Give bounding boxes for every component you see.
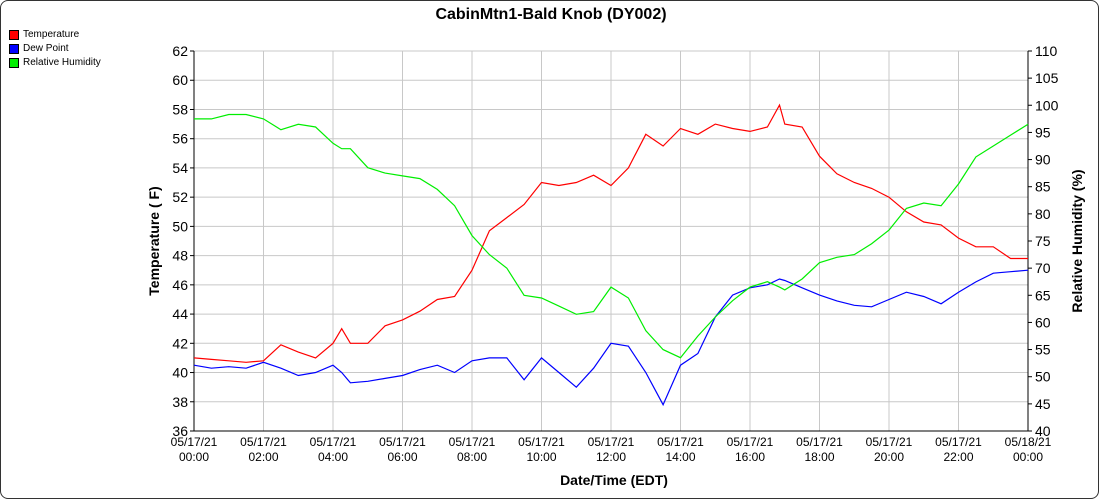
y-tick-label: 62 [172, 43, 188, 59]
y-tick-label: 46 [172, 277, 188, 293]
legend-label: Relative Humidity [23, 57, 101, 68]
x-tick-label-time: 00:00 [1013, 450, 1043, 464]
x-tick-label-date: 05/17/21 [449, 435, 496, 449]
y2-axis-label: Relative Humidity (%) [1069, 169, 1085, 312]
y-tick-label: 36 [172, 423, 188, 439]
y-tick-label: 44 [172, 306, 188, 322]
x-tick-label-date: 05/17/21 [310, 435, 357, 449]
series-line-relative-humidity [194, 113, 1029, 359]
legend-swatch [9, 43, 19, 54]
x-tick-label-date: 05/17/21 [866, 435, 913, 449]
x-tick-label-time: 08:00 [457, 450, 487, 464]
y-tick-label: 48 [172, 248, 188, 264]
legend-swatch [9, 57, 19, 68]
x-axis-label: Date/Time (EDT) [560, 472, 668, 488]
x-tick-label-time: 10:00 [526, 450, 556, 464]
y2-tick-label: 80 [1035, 206, 1051, 222]
y2-tick-label: 45 [1035, 396, 1051, 412]
x-tick-label-date: 05/17/21 [657, 435, 704, 449]
y2-tick-label: 100 [1035, 97, 1059, 113]
series-line-dew-point [193, 269, 1029, 407]
y-tick-label: 50 [172, 218, 188, 234]
x-tick-label-time: 04:00 [318, 450, 348, 464]
y-tick-label: 54 [172, 160, 188, 176]
y2-tick-label: 95 [1035, 124, 1051, 140]
x-tick-label-time: 06:00 [387, 450, 417, 464]
legend-item-temperature: Temperature [9, 29, 79, 40]
y2-tick-label: 55 [1035, 342, 1051, 358]
x-tick-label-time: 02:00 [248, 450, 278, 464]
y2-tick-label: 110 [1035, 43, 1058, 59]
y-tick-label: 38 [172, 394, 188, 410]
y2-tick-label: 90 [1035, 152, 1051, 168]
y2-tick-label: 70 [1035, 260, 1051, 276]
x-tick-label-date: 05/17/21 [518, 435, 565, 449]
y-tick-label: 58 [172, 101, 188, 117]
x-tick-label-date: 05/18/21 [1005, 435, 1052, 449]
legend-swatch [9, 29, 19, 40]
x-tick-label-time: 22:00 [943, 450, 973, 464]
y2-tick-label: 65 [1035, 287, 1051, 303]
y-tick-label: 56 [172, 131, 188, 147]
chart-title: CabinMtn1-Bald Knob (DY002) [435, 6, 667, 23]
legend-label: Temperature [23, 29, 80, 40]
y2-tick-label: 60 [1035, 314, 1051, 330]
x-tick-label-date: 05/17/21 [171, 435, 218, 449]
x-tick-label-time: 16:00 [735, 450, 765, 464]
x-tick-label-date: 05/17/21 [935, 435, 982, 449]
y2-tick-label: 105 [1035, 70, 1059, 86]
y-axis-label: Temperature ( F) [146, 186, 162, 295]
x-tick-label-time: 00:00 [179, 450, 209, 464]
y-tick-label: 52 [172, 189, 188, 205]
x-tick-label-time: 12:00 [596, 450, 626, 464]
x-tick-label-date: 05/17/21 [240, 435, 287, 449]
y-tick-label: 60 [172, 72, 188, 88]
legend-item-relative-humidity: Relative Humidity [9, 57, 101, 68]
y2-tick-label: 85 [1035, 179, 1051, 195]
y2-tick-label: 50 [1035, 369, 1051, 385]
y-tick-label: 42 [172, 335, 188, 351]
x-tick-label-date: 05/17/21 [588, 435, 635, 449]
x-tick-label-date: 05/17/21 [727, 435, 774, 449]
x-tick-label-date: 05/17/21 [796, 435, 843, 449]
y2-tick-label: 40 [1035, 423, 1051, 439]
y-tick-label: 40 [172, 365, 188, 381]
series-line-temperature [193, 103, 1028, 363]
x-tick-label-time: 20:00 [874, 450, 904, 464]
legend-item-dew-point: Dew Point [9, 43, 69, 54]
x-tick-label-date: 05/17/21 [379, 435, 426, 449]
x-tick-label-time: 14:00 [665, 450, 695, 464]
legend-label: Dew Point [23, 43, 69, 54]
y2-tick-label: 75 [1035, 233, 1051, 249]
x-tick-label-time: 18:00 [804, 450, 834, 464]
